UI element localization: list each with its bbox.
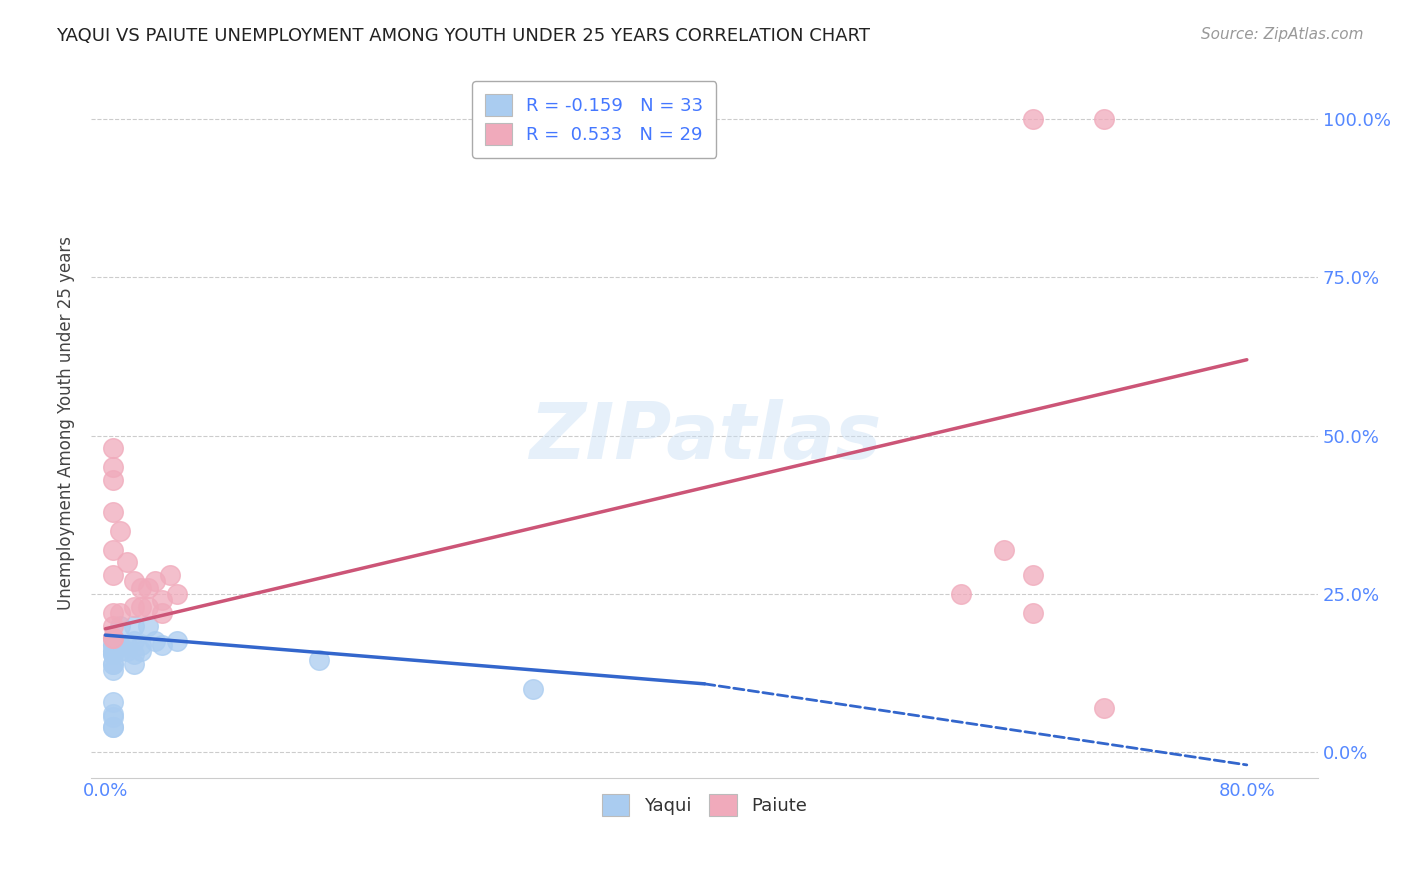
Point (993, 542, 1015, 557)
Point (101, 710, 124, 724)
Point (522, 681, 544, 696)
Point (1092, 701, 1115, 715)
Point (101, 442, 124, 456)
Point (101, 542, 124, 557)
Point (1022, 568, 1045, 582)
Point (1022, 112, 1045, 127)
Point (101, 720, 124, 734)
Point (115, 644, 138, 658)
Point (166, 634, 188, 648)
Point (129, 638, 152, 652)
Point (101, 618, 124, 632)
Point (129, 644, 152, 658)
Point (152, 638, 174, 652)
Point (950, 587, 973, 601)
Point (108, 618, 131, 632)
Point (101, 647, 124, 661)
Point (101, 638, 124, 652)
Point (143, 574, 166, 589)
Point (101, 632, 124, 646)
Point (166, 587, 188, 601)
Point (129, 599, 152, 614)
Point (122, 657, 145, 671)
Y-axis label: Unemployment Among Youth under 25 years: Unemployment Among Youth under 25 years (58, 236, 75, 610)
Point (152, 606, 174, 620)
Point (115, 555, 138, 569)
Point (136, 581, 159, 595)
Point (143, 634, 166, 648)
Point (101, 707, 124, 722)
Point (101, 473, 124, 487)
Point (101, 657, 124, 671)
Point (122, 647, 145, 661)
Point (122, 618, 145, 632)
Point (101, 657, 124, 671)
Point (101, 644, 124, 658)
Point (101, 632, 124, 646)
Point (101, 606, 124, 620)
Point (1022, 606, 1045, 620)
Point (136, 618, 159, 632)
Point (108, 524, 131, 538)
Point (101, 505, 124, 519)
Point (122, 599, 145, 614)
Point (308, 653, 330, 667)
Point (1092, 112, 1115, 127)
Point (101, 638, 124, 652)
Point (101, 647, 124, 661)
Point (101, 644, 124, 658)
Text: YAQUI VS PAIUTE UNEMPLOYMENT AMONG YOUTH UNDER 25 YEARS CORRELATION CHART: YAQUI VS PAIUTE UNEMPLOYMENT AMONG YOUTH… (56, 27, 870, 45)
Point (101, 695, 124, 709)
Text: ZIPatlas: ZIPatlas (529, 400, 880, 475)
Legend: Yaqui, Paiute: Yaqui, Paiute (593, 785, 815, 825)
Point (108, 638, 131, 652)
Point (115, 638, 138, 652)
Point (122, 634, 145, 648)
Text: Source: ZipAtlas.com: Source: ZipAtlas.com (1201, 27, 1364, 42)
Point (159, 568, 181, 582)
Point (101, 568, 124, 582)
Point (101, 632, 124, 646)
Point (101, 632, 124, 646)
Point (101, 663, 124, 677)
Point (101, 460, 124, 475)
Point (108, 606, 131, 620)
Point (129, 581, 152, 595)
Point (152, 593, 174, 607)
Point (136, 599, 159, 614)
Point (101, 720, 124, 734)
Point (108, 644, 131, 658)
Point (122, 574, 145, 589)
